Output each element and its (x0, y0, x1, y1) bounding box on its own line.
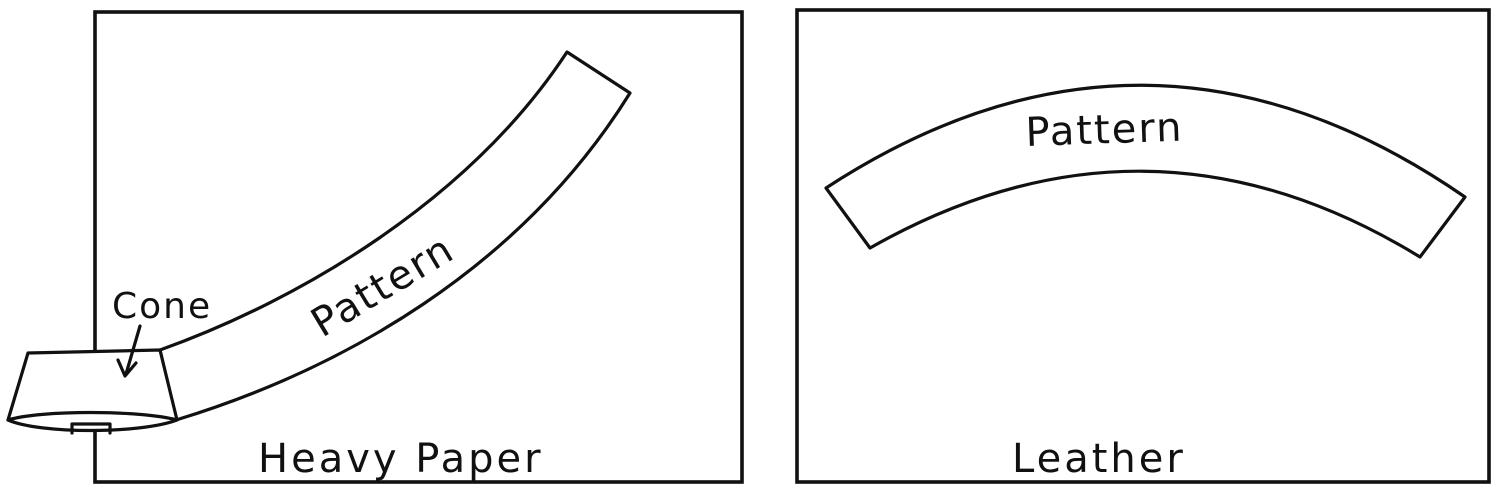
cone-base-tab (70, 422, 112, 435)
leather-caption: Leather (1012, 436, 1186, 482)
cone-body (6, 348, 179, 433)
leather-pattern-arc (824, 83, 1467, 259)
heavy-paper-caption: Heavy Paper (258, 436, 544, 482)
cone-label: Cone (112, 286, 212, 327)
cone-shape (6, 348, 179, 435)
paper-pattern-strip (158, 50, 632, 422)
leather-panel: Pattern Leather (795, 8, 1491, 484)
leather-frame (795, 8, 1491, 484)
leather-pattern-label: Pattern (1025, 105, 1184, 156)
cone-arrow (116, 324, 142, 378)
heavy-paper-frame (93, 10, 744, 484)
heavy-paper-panel: Cone Pattern Heavy Paper (6, 10, 744, 484)
cone-bottom-edge (6, 410, 179, 422)
